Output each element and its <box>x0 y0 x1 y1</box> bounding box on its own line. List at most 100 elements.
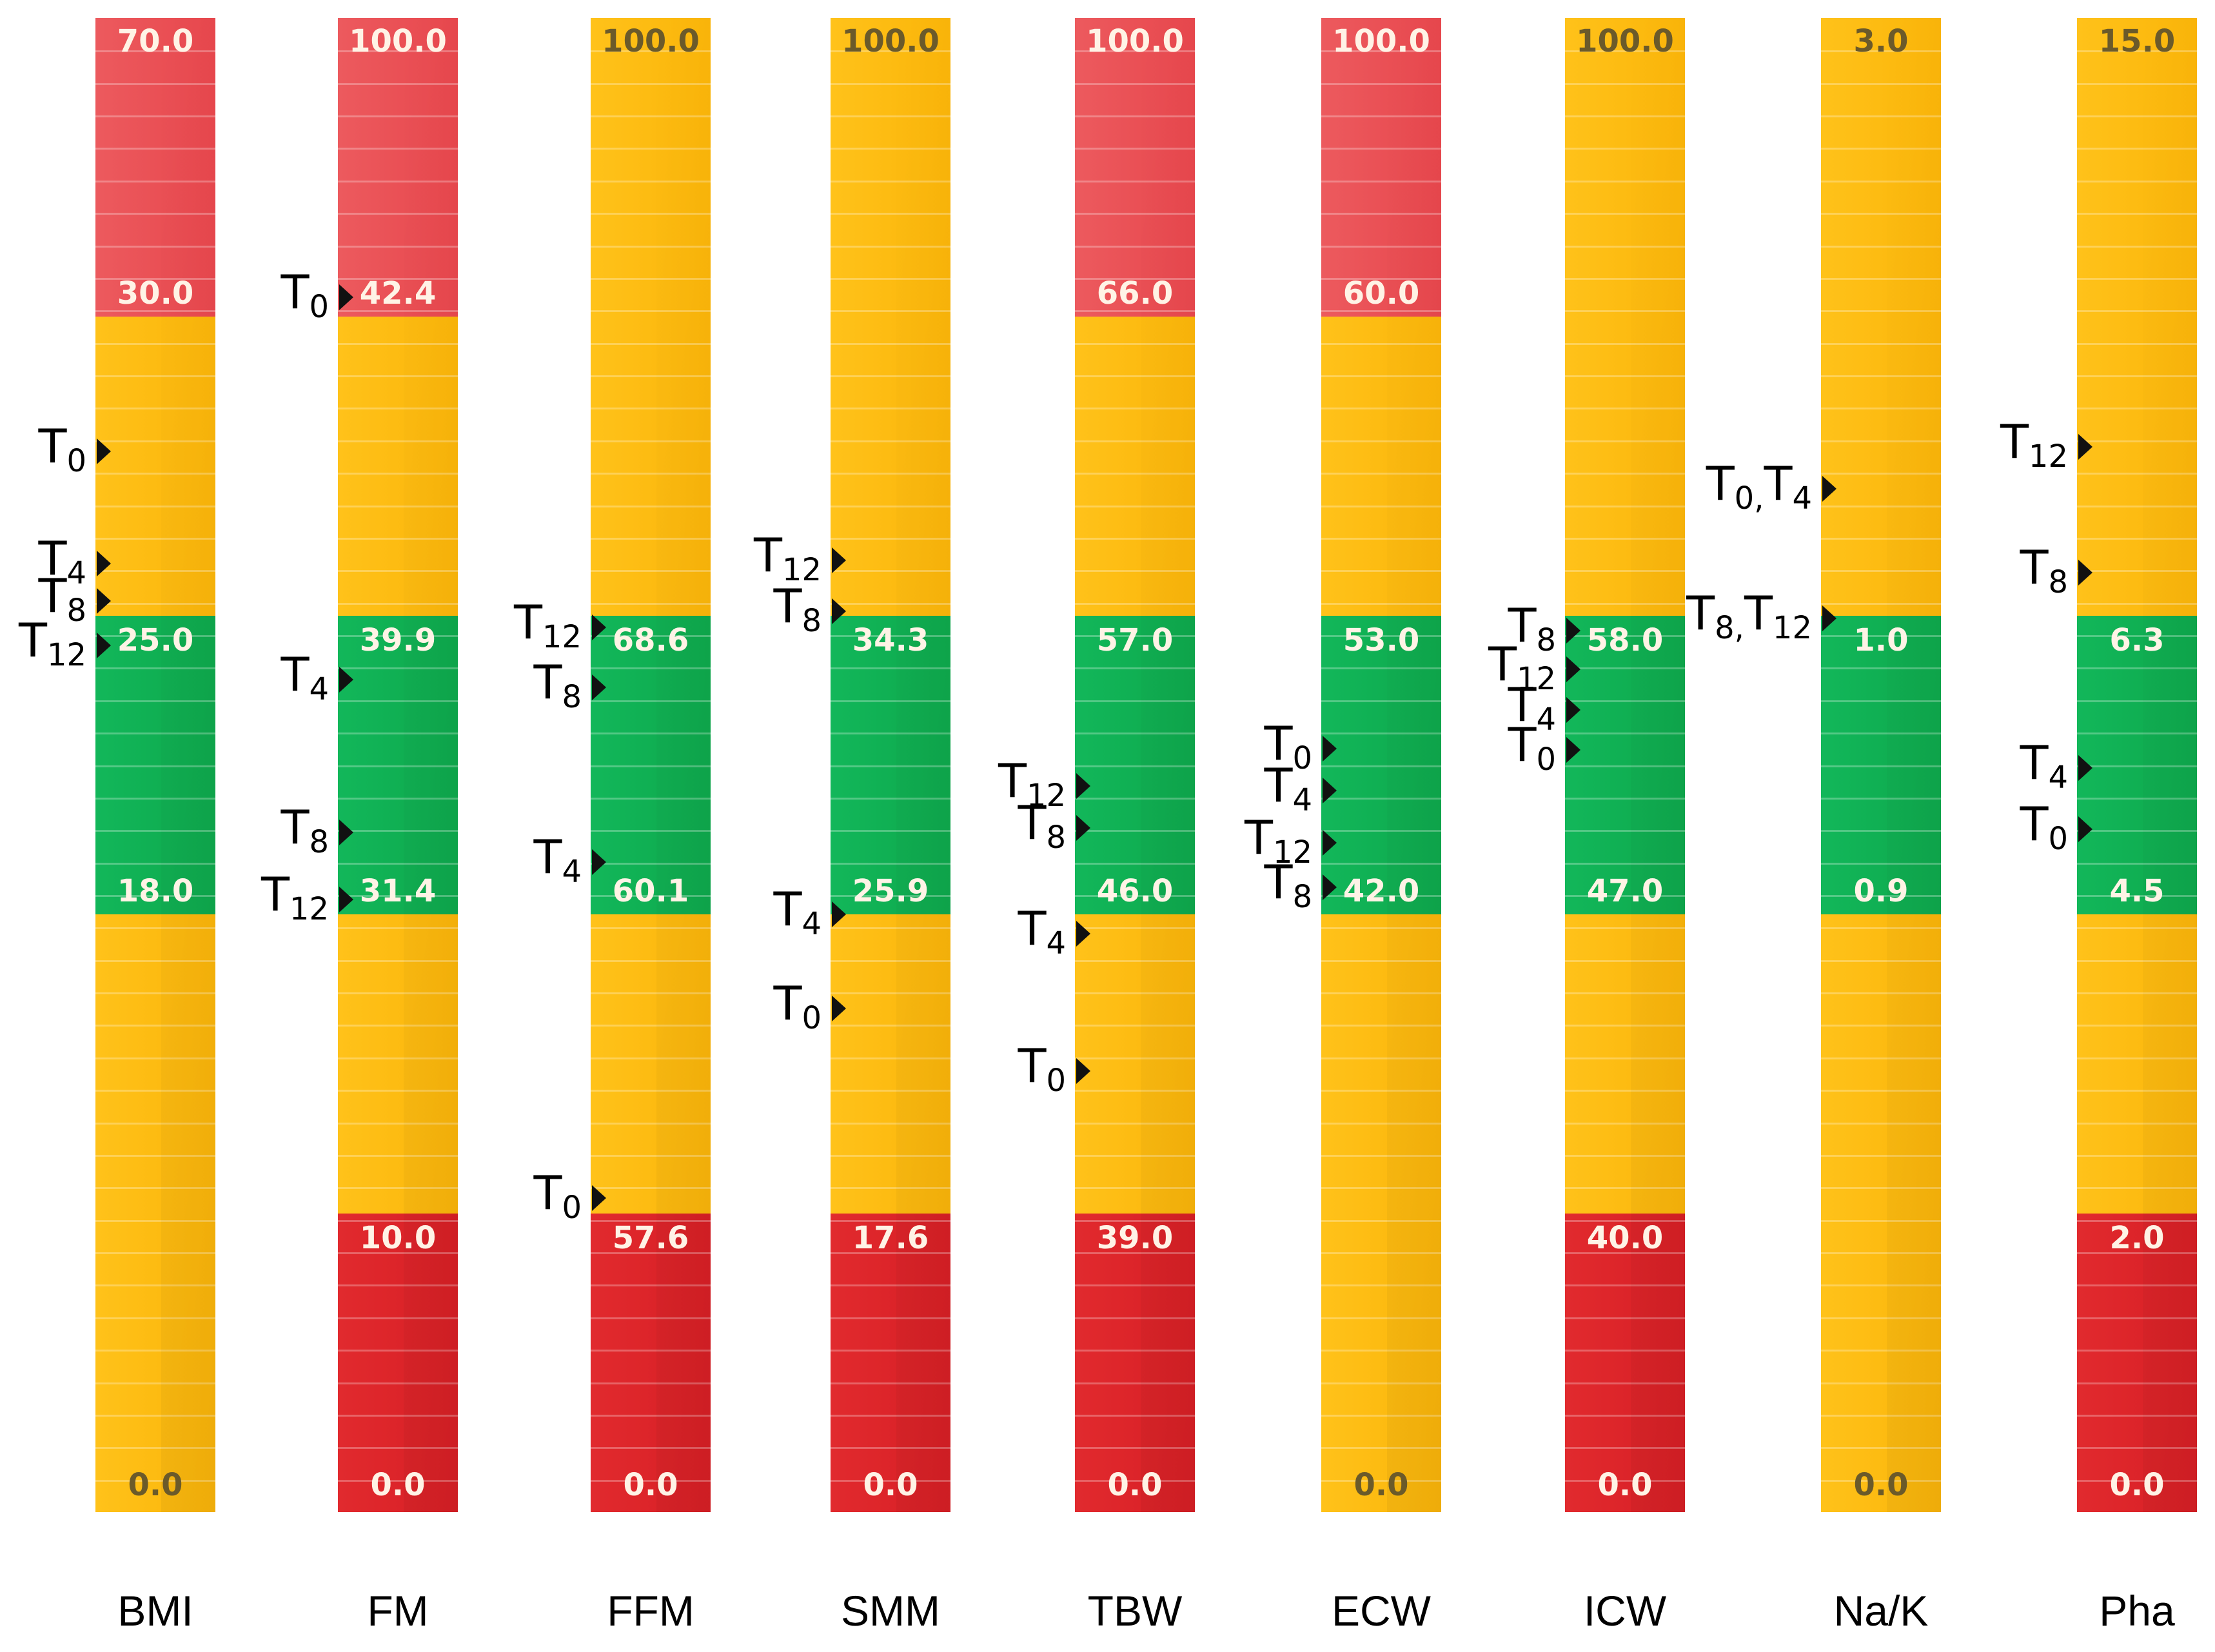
bar-gridline <box>1321 830 1441 832</box>
bar-gridline <box>1565 927 1685 930</box>
bar-gridline <box>1075 1122 1195 1125</box>
bar-gridline <box>1565 213 1685 215</box>
zone-green <box>1821 615 1941 916</box>
bar-gridline <box>1565 992 1685 995</box>
bar-gridline <box>95 473 215 475</box>
bar-gridline <box>1821 1090 1941 1092</box>
bar-gridline <box>831 765 950 767</box>
bar-gridline <box>1565 115 1685 118</box>
bar-gridline <box>2077 1090 2197 1092</box>
bar-gridline <box>95 1447 215 1450</box>
tick-label: 60.1 <box>612 873 689 910</box>
bar-gridline <box>1075 700 1195 702</box>
time-marker-label: T12 <box>18 613 86 674</box>
bar-gridline <box>1321 992 1441 995</box>
bar-gridline <box>591 375 711 378</box>
category-label: SMM <box>841 1587 940 1635</box>
bar-gridline <box>2077 310 2197 313</box>
bar-gridline <box>338 959 458 962</box>
bar-gridline <box>95 667 215 670</box>
bar-gridline <box>831 342 950 345</box>
bar-gridline <box>2077 570 2197 573</box>
tick-label: 18.0 <box>117 873 194 910</box>
bar-gridline <box>2077 473 2197 475</box>
bar-gridline <box>1565 1350 1685 1352</box>
zone-green <box>95 615 215 916</box>
bar-gridline <box>591 959 711 962</box>
bar-gridline <box>1075 927 1195 930</box>
time-marker <box>1076 772 1090 799</box>
bar-gridline <box>1821 1187 1941 1190</box>
bar-smm: 100.0 34.3 25.9 17.6 0.0 <box>831 18 950 1512</box>
bar-gridline <box>1075 1284 1195 1287</box>
bar-icw: 100.0 58.0 47.0 40.0 0.0 <box>1565 18 1685 1512</box>
bar-gridline <box>591 667 711 670</box>
zone-green <box>338 615 458 916</box>
bar-gridline <box>1075 765 1195 767</box>
bar-gridline <box>95 1350 215 1352</box>
time-marker <box>339 667 353 693</box>
time-marker-label: T8 <box>2020 540 2068 600</box>
bar-gridline <box>1075 342 1195 345</box>
bar-gridline <box>1321 959 1441 962</box>
bar-gridline <box>1565 1252 1685 1255</box>
bar-gridline <box>591 927 711 930</box>
bar-gridline <box>831 1447 950 1450</box>
category-label: Pha <box>2099 1587 2175 1635</box>
bar-gridline <box>2077 1479 2197 1482</box>
bar-gridline <box>1321 277 1441 280</box>
bar-gridline <box>95 570 215 573</box>
bar-gridline <box>95 765 215 767</box>
bar-gridline <box>1821 894 1941 897</box>
bar-gridline <box>338 375 458 378</box>
tick-label: 42.0 <box>1343 873 1420 910</box>
bar-gridline <box>95 797 215 800</box>
bar-gridline <box>1075 537 1195 540</box>
bar-gridline <box>2077 959 2197 962</box>
bar-gridline <box>95 1382 215 1384</box>
bar-gridline <box>338 862 458 865</box>
time-marker <box>1323 736 1337 762</box>
time-marker-label: T4 <box>2020 736 2068 796</box>
bar-gridline <box>591 1447 711 1450</box>
bar-gridline <box>1075 180 1195 182</box>
bar-sheen <box>404 18 458 1512</box>
time-marker <box>339 284 353 311</box>
bar-gridline <box>1321 1284 1441 1287</box>
bar-gridline <box>1321 1350 1441 1352</box>
bar-gridline <box>2077 1350 2197 1352</box>
time-marker-label: T0 <box>1508 718 1556 778</box>
bar-gridline <box>95 1252 215 1255</box>
tick-label: 70.0 <box>117 23 194 59</box>
bar-gridline <box>831 1025 950 1027</box>
bar-gridline <box>591 1219 711 1222</box>
bar-gridline <box>1821 602 1941 605</box>
bar-gridline <box>1321 375 1441 378</box>
bar-gridline <box>1821 310 1941 313</box>
tick-label: 10.0 <box>359 1219 437 1256</box>
bar-gridline <box>831 959 950 962</box>
bar-gridline <box>831 635 950 638</box>
zone-yellow <box>95 317 215 616</box>
bar-gridline <box>1075 1057 1195 1059</box>
bar-gridline <box>338 180 458 182</box>
bar-gridline <box>95 180 215 182</box>
bar-gridline <box>2077 83 2197 85</box>
time-marker-label: T4 <box>38 531 86 591</box>
bar-gridline <box>1565 667 1685 670</box>
bar-gridline <box>2077 213 2197 215</box>
bar-na-k: 3.0 1.0 0.9 0.0 <box>1821 18 1941 1512</box>
time-marker-label: T12 <box>2000 414 2068 475</box>
bar-gridline <box>1565 797 1685 800</box>
bar-gridline <box>591 310 711 313</box>
bar-gridline <box>95 342 215 345</box>
time-marker-label: T12 <box>1488 637 1556 698</box>
time-marker-label: T4 <box>533 830 582 890</box>
bar-gridline <box>338 733 458 735</box>
bar-gridline <box>591 1252 711 1255</box>
bar-gridline <box>591 505 711 507</box>
bar-gridline <box>1565 1154 1685 1157</box>
zone-yellow <box>2077 914 2197 1214</box>
bar-gridline <box>338 50 458 53</box>
bar-gridline <box>2077 342 2197 345</box>
